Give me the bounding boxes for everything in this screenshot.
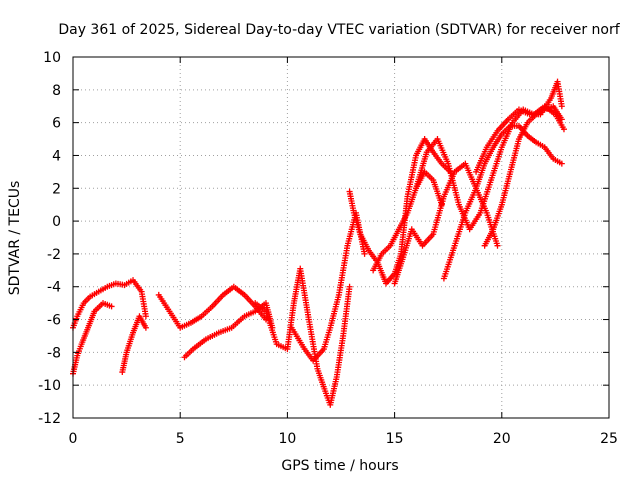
data-marks — [70, 78, 567, 408]
data-point — [560, 126, 567, 133]
y-tick-label: -6 — [47, 313, 61, 329]
data-point — [108, 303, 115, 310]
y-tick-label: 6 — [52, 116, 61, 132]
data-point — [142, 324, 149, 331]
y-axis-label: SDTVAR / TECUs — [7, 181, 23, 296]
data-point — [438, 201, 445, 208]
chart-title: Day 361 of 2025, Sidereal Day-to-day VTE… — [58, 22, 620, 38]
y-tick-label: 4 — [52, 148, 61, 164]
data-point — [361, 250, 368, 257]
x-tick-label: 15 — [386, 431, 404, 447]
y-tick-label: -10 — [38, 378, 61, 394]
y-tick-label: -4 — [47, 280, 61, 296]
data-point — [558, 103, 565, 110]
y-tick-label: -12 — [38, 411, 61, 427]
y-tick-label: 10 — [43, 50, 61, 66]
plot-frame — [72, 56, 610, 419]
data-point — [142, 313, 149, 320]
data-point — [558, 160, 565, 167]
y-tick-label: -2 — [47, 247, 61, 263]
x-axis-label: GPS time / hours — [281, 458, 398, 474]
data-point — [346, 283, 353, 290]
data-point — [494, 242, 501, 249]
x-tick-label: 10 — [278, 431, 296, 447]
y-tick-label: 8 — [52, 83, 61, 99]
axis-ticks: 0 5 10 15 20 25 -12 -10 -8 -6 -4 -2 0 2 4 6 8 10 — [38, 50, 618, 447]
y-tick-label: 0 — [52, 214, 61, 230]
x-tick-label: 25 — [600, 431, 618, 447]
x-tick-label: 5 — [176, 431, 185, 447]
y-tick-label: 2 — [52, 181, 61, 197]
y-tick-label: -8 — [47, 345, 61, 361]
x-tick-label: 20 — [493, 431, 511, 447]
x-tick-label: 0 — [69, 431, 78, 447]
